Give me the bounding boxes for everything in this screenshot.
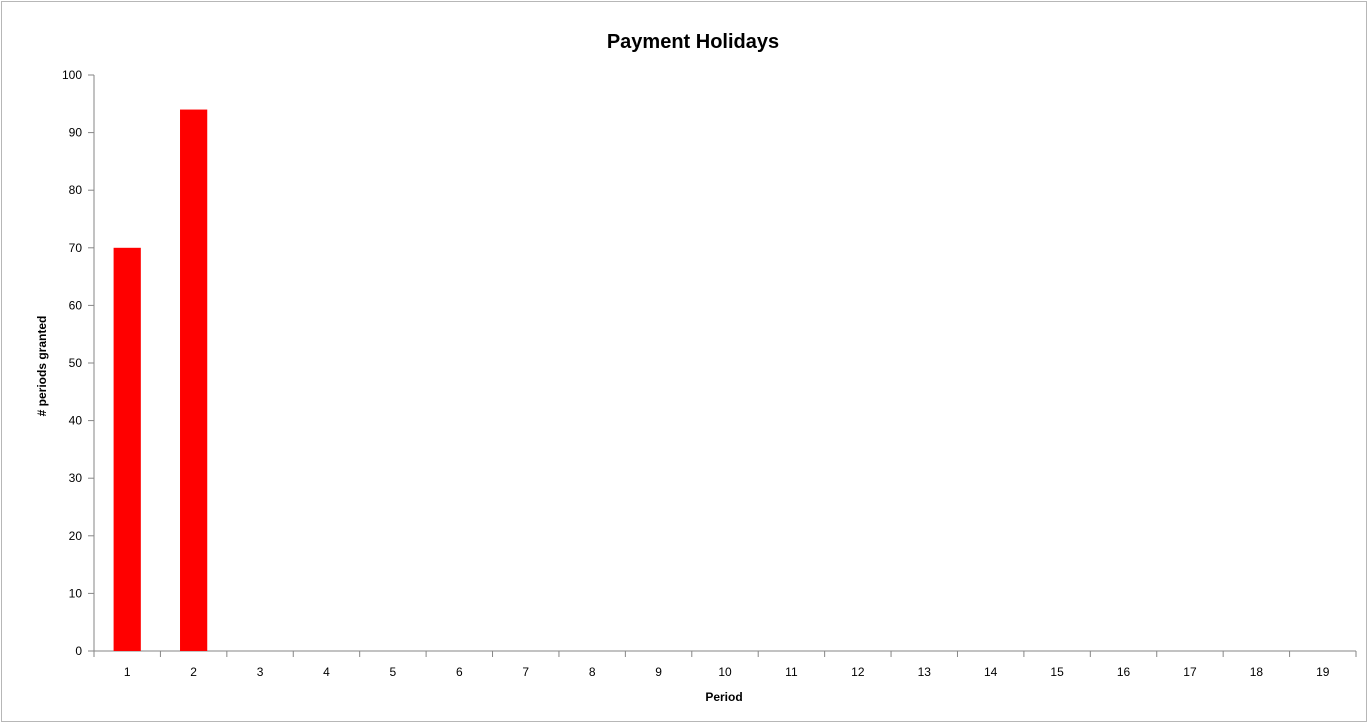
- y-axis-title: # periods granted: [35, 316, 49, 417]
- y-tick-label: 80: [69, 183, 83, 197]
- x-tick-label: 1: [124, 665, 131, 679]
- x-tick-label: 10: [718, 665, 732, 679]
- x-tick-label: 2: [190, 665, 197, 679]
- x-tick-label: 11: [785, 665, 798, 679]
- x-tick-label: 4: [323, 665, 330, 679]
- x-tick-label: 18: [1250, 665, 1264, 679]
- chart-title: Payment Holidays: [607, 31, 779, 53]
- y-tick-label: 0: [75, 644, 82, 658]
- x-tick-label: 13: [918, 665, 932, 679]
- x-tick-label: 17: [1183, 665, 1197, 679]
- y-tick-label: 20: [69, 529, 83, 543]
- x-tick-label: 16: [1117, 665, 1131, 679]
- bar: [113, 247, 141, 652]
- x-tick-label: 14: [984, 665, 998, 679]
- y-tick-label: 40: [69, 414, 83, 428]
- y-tick-label: 10: [69, 586, 83, 600]
- bar: [180, 109, 208, 651]
- x-tick-label: 5: [390, 665, 397, 679]
- x-tick-label: 15: [1050, 665, 1064, 679]
- y-tick-label: 90: [69, 126, 83, 140]
- x-tick-label: 12: [851, 665, 865, 679]
- x-tick-label: 7: [522, 665, 529, 679]
- y-tick-label: 50: [69, 356, 83, 370]
- x-axis-title: Period: [705, 690, 742, 704]
- x-tick-label: 8: [589, 665, 596, 679]
- x-tick-label: 3: [257, 665, 264, 679]
- y-tick-label: 60: [69, 298, 83, 312]
- x-tick-label: 6: [456, 665, 463, 679]
- y-tick-label: 100: [62, 68, 82, 82]
- x-tick-label: 19: [1316, 665, 1330, 679]
- y-tick-label: 30: [69, 471, 83, 485]
- y-tick-label: 70: [69, 241, 83, 255]
- x-tick-label: 9: [655, 665, 662, 679]
